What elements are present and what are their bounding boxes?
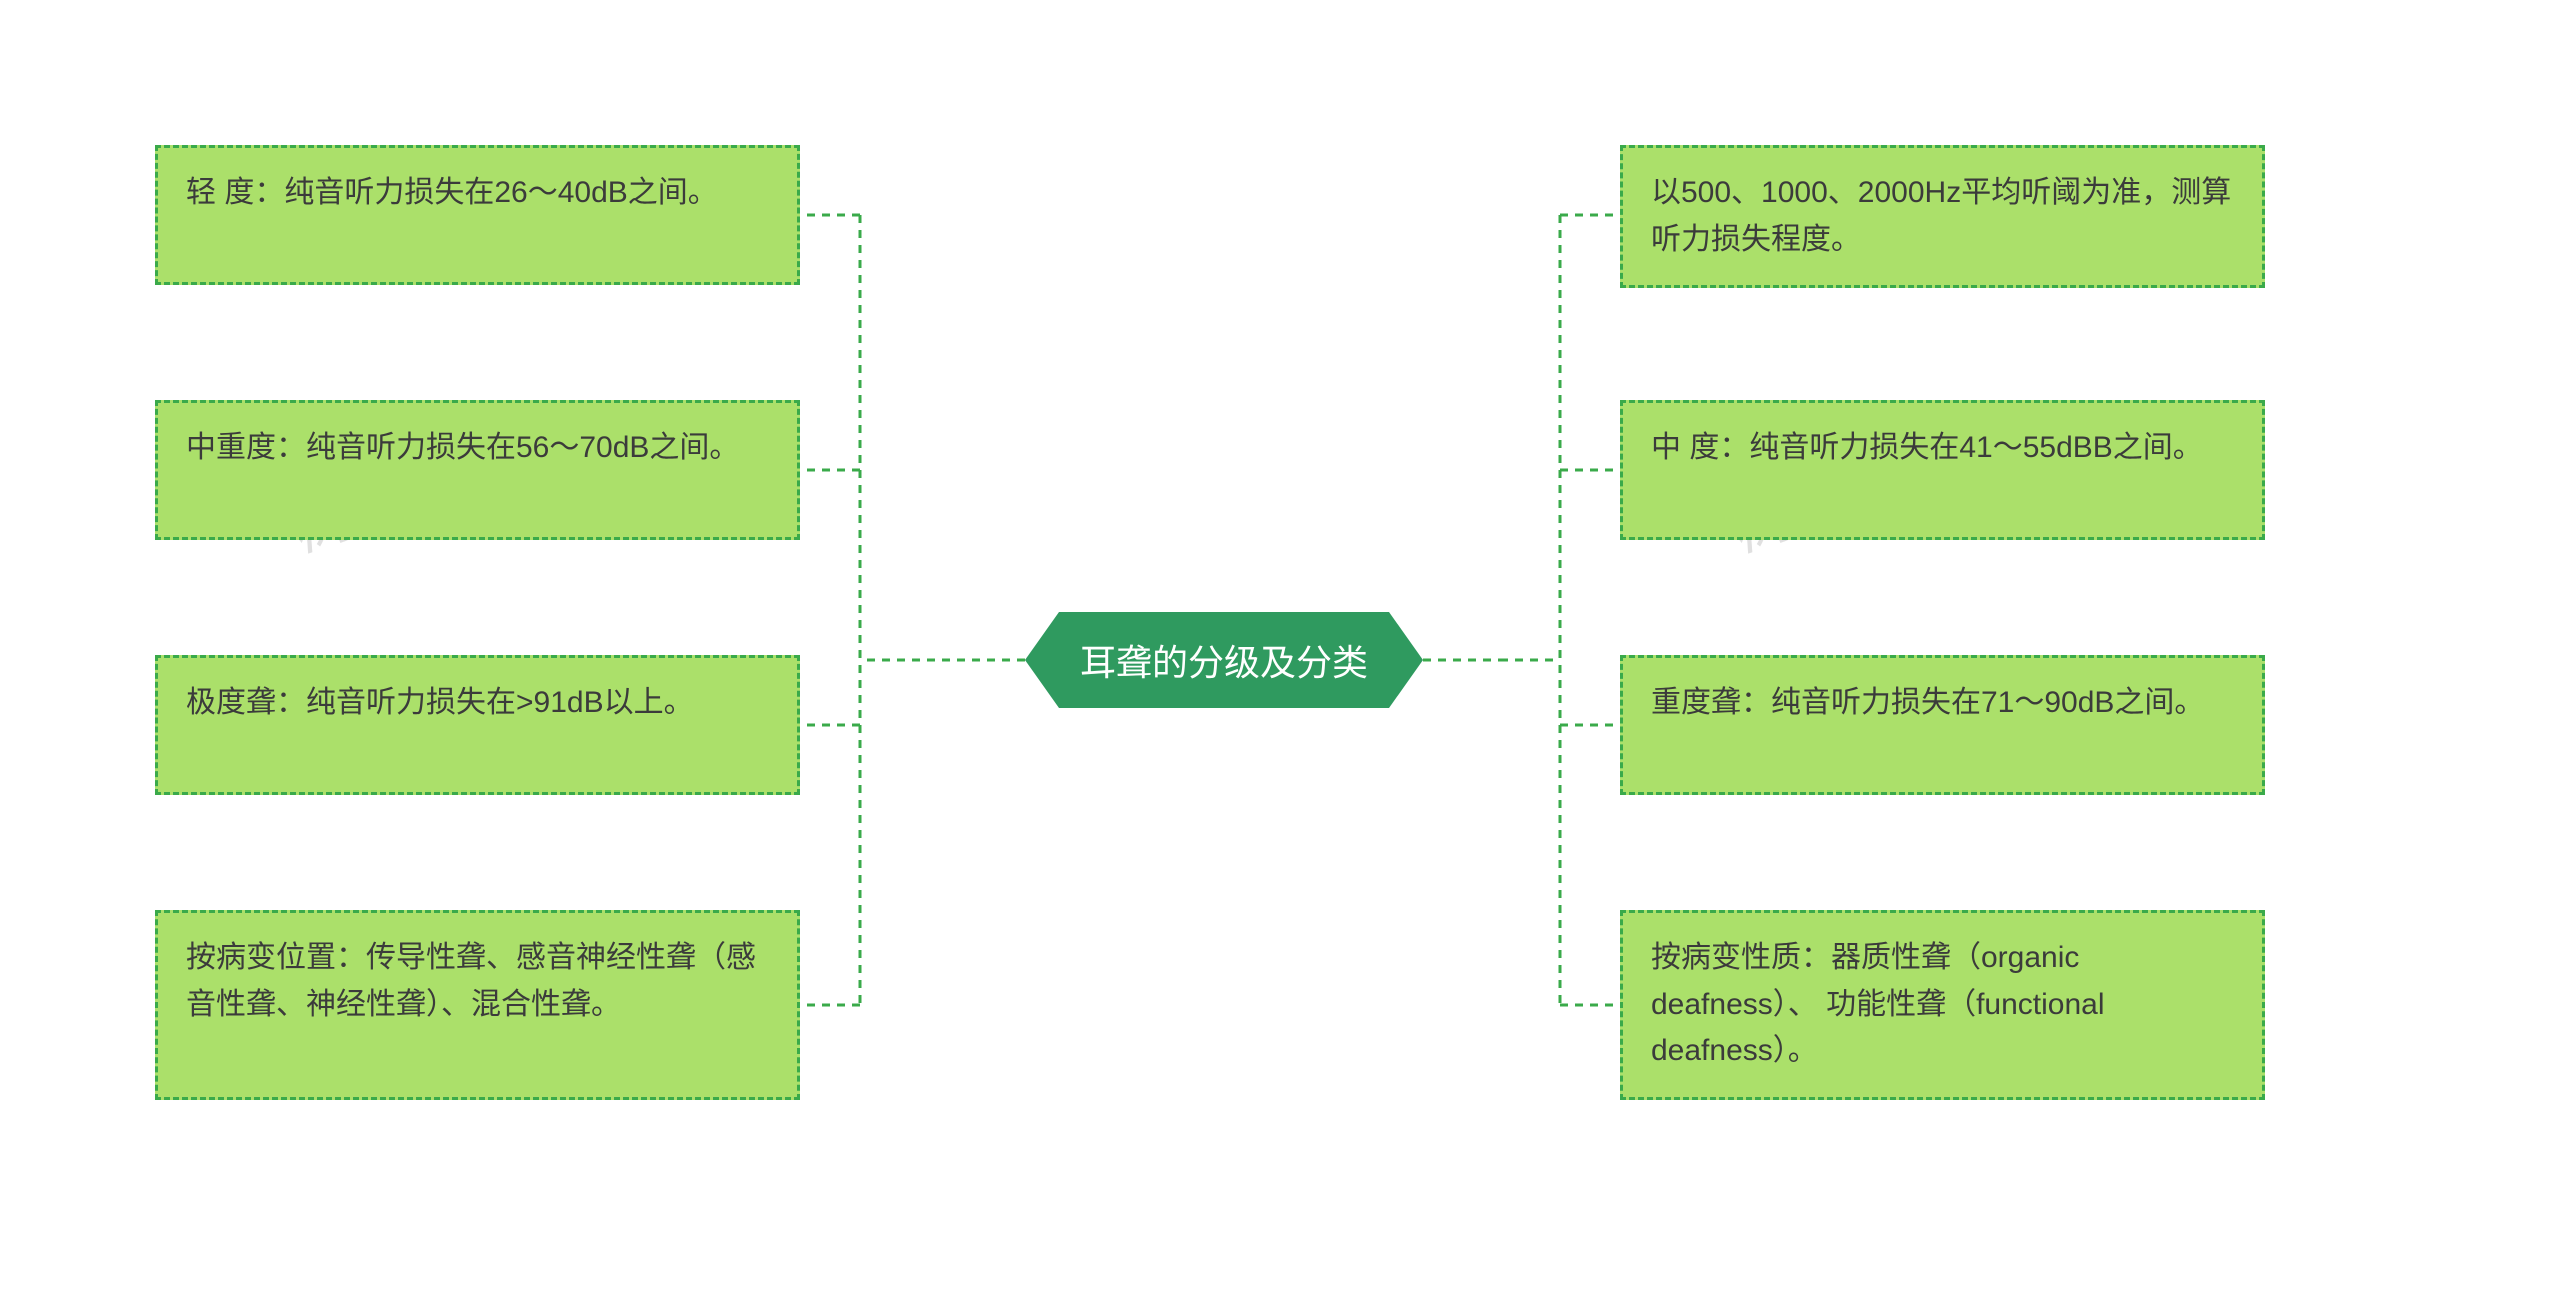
leaf-text: 轻 度：纯音听力损失在26～40dB之间。 (186, 176, 718, 209)
leaf-right-0: 以500、1000、2000Hz平均听阈为准，测算听力损失程度。 (1620, 145, 2265, 288)
leaf-left-0: 轻 度：纯音听力损失在26～40dB之间。 (155, 145, 800, 285)
leaf-text: 按病变性质：器质性聋（organic deafness）、 功能性聋（funct… (1651, 941, 2105, 1067)
mindmap-canvas: 树图 shutu.cn 树图 shutu.cn 轻 度：纯音听力损失在26～40… (0, 0, 2560, 1311)
leaf-text: 中 度：纯音听力损失在41～55dBB之间。 (1651, 431, 2203, 464)
center-label: 耳聋的分级及分类 (1059, 612, 1389, 708)
leaf-left-1: 中重度：纯音听力损失在56～70dB之间。 (155, 400, 800, 540)
leaf-text: 极度聋：纯音听力损失在>91dB以上。 (186, 686, 694, 719)
center-node: 耳聋的分级及分类 (1025, 612, 1423, 708)
leaf-right-2: 重度聋：纯音听力损失在71～90dB之间。 (1620, 655, 2265, 795)
leaf-text: 重度聋：纯音听力损失在71～90dB之间。 (1651, 686, 2204, 719)
leaf-right-1: 中 度：纯音听力损失在41～55dBB之间。 (1620, 400, 2265, 540)
leaf-text: 按病变位置：传导性聋、感音神经性聋（感音性聋、神经性聋）、混合性聋。 (186, 941, 756, 1021)
leaf-text: 以500、1000、2000Hz平均听阈为准，测算听力损失程度。 (1651, 176, 2231, 256)
leaf-left-3: 按病变位置：传导性聋、感音神经性聋（感音性聋、神经性聋）、混合性聋。 (155, 910, 800, 1100)
leaf-right-3: 按病变性质：器质性聋（organic deafness）、 功能性聋（funct… (1620, 910, 2265, 1100)
leaf-left-2: 极度聋：纯音听力损失在>91dB以上。 (155, 655, 800, 795)
center-cap-left (1025, 612, 1059, 708)
leaf-text: 中重度：纯音听力损失在56～70dB之间。 (186, 431, 739, 464)
center-cap-right (1389, 612, 1423, 708)
